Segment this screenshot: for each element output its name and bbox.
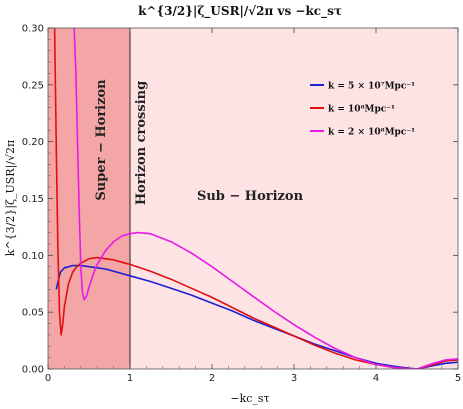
series-line-1 xyxy=(55,264,458,369)
x-tick-label: 5 xyxy=(455,373,461,384)
x-tick-label: 0 xyxy=(45,373,51,384)
horizon-regions xyxy=(48,28,458,369)
y-tick-label: 0.30 xyxy=(22,24,44,35)
x-axis-label: −kc_sτ xyxy=(230,392,269,405)
sub-horizon-label: Sub − Horizon xyxy=(197,189,304,204)
x-tick-label: 2 xyxy=(209,373,215,384)
legend: k = 5 × 10⁷Mpc⁻¹ k = 10⁸Mpc⁻¹ k = 2 × 10⁸M… xyxy=(310,82,415,138)
x-tick-label: 1 xyxy=(127,373,133,384)
super-horizon-label: Super − Horizon xyxy=(94,79,109,201)
legend-label-3: k = 2 × 10⁸Mpc⁻¹ xyxy=(328,128,415,138)
x-tick-label: 3 xyxy=(291,373,297,384)
region-sub-horizon xyxy=(130,28,458,369)
legend-label-1: k = 5 × 10⁷Mpc⁻¹ xyxy=(328,82,415,92)
annotations: Super − Horizon Horizon crossing Sub − Hor… xyxy=(94,79,304,205)
y-tick-label: 0.25 xyxy=(22,80,44,91)
series-line-3 xyxy=(73,28,458,369)
legend-label-2: k = 10⁸Mpc⁻¹ xyxy=(328,105,395,115)
chart-title: k^{3/2}|ζ_USR|/√2π vs −kc_sτ xyxy=(138,4,342,19)
axes xyxy=(47,27,459,370)
horizon-crossing-label: Horizon crossing xyxy=(134,81,149,205)
y-tick-label: 0.20 xyxy=(22,137,44,148)
y-axis-label: k^{3/2}|ζ_USR|/√2π xyxy=(4,140,18,257)
series-curves xyxy=(53,28,458,369)
y-tick-label: 0.05 xyxy=(22,308,44,319)
y-tick-label: 0.10 xyxy=(22,251,44,262)
region-super-horizon xyxy=(48,28,130,369)
y-tick-label: 0.15 xyxy=(22,194,44,205)
tick-labels: 0 1 2 3 4 5 0.00 0.05 0.10 0.15 0.20 0.25 0.30 xyxy=(22,24,461,385)
y-tick-label: 0.00 xyxy=(22,365,44,376)
series-line-2 xyxy=(53,28,458,369)
x-tick-label: 4 xyxy=(373,373,379,384)
